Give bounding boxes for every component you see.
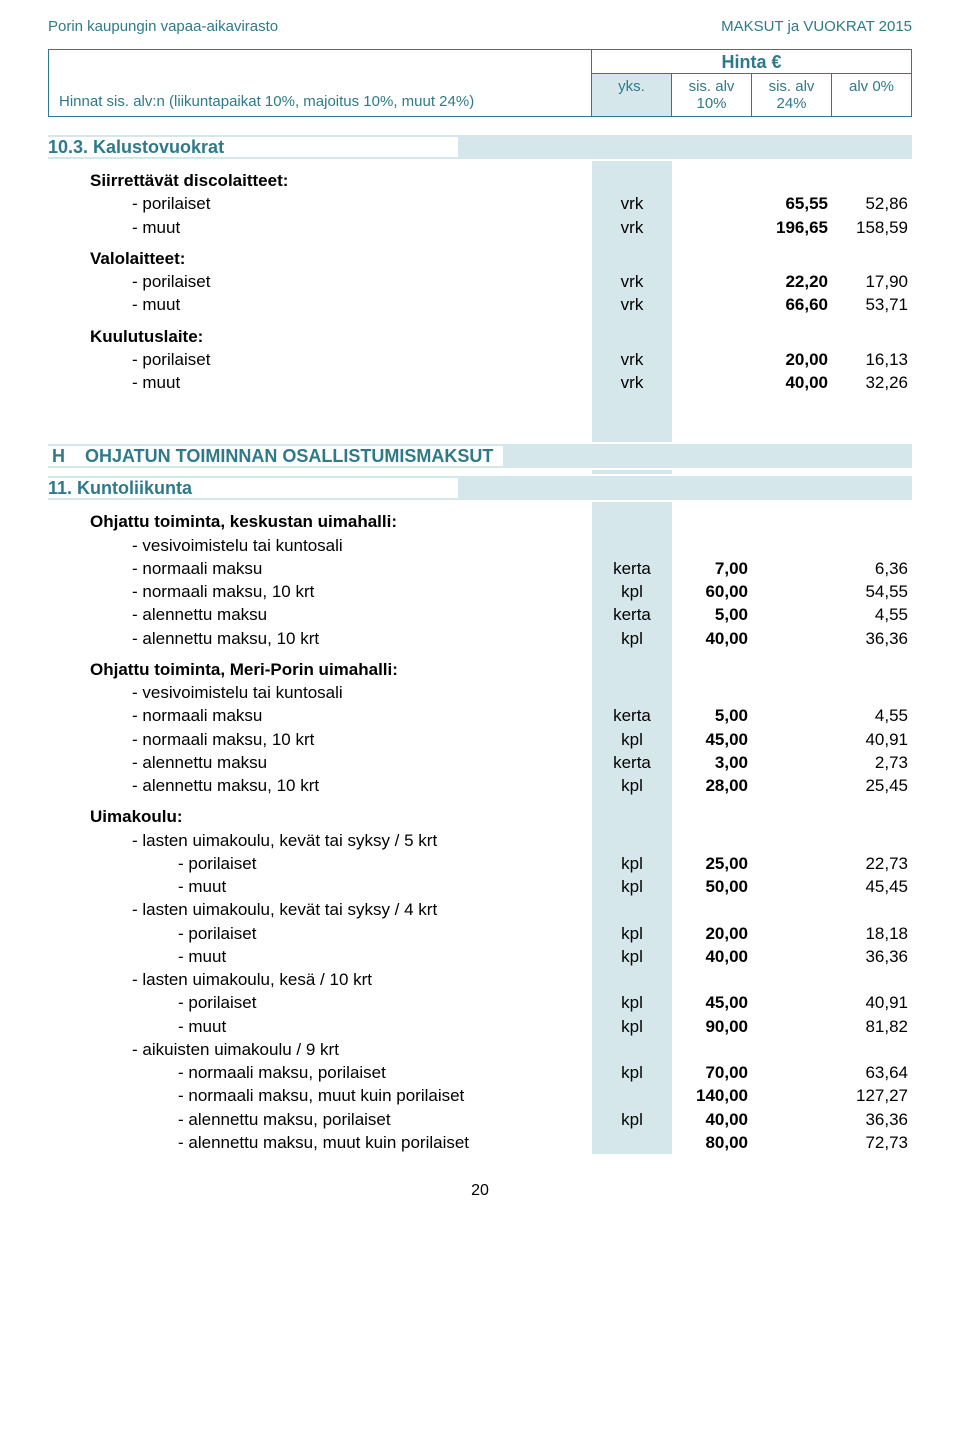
table-row: - porilaisetvrk22,2017,90 <box>48 270 912 293</box>
table-row: - alennettu maksukerta5,004,55 <box>48 603 912 626</box>
table-row: - porilaisetvrk65,5552,86 <box>48 192 912 215</box>
table-row: Ohjattu toiminta, Meri-Porin uimahalli: <box>48 658 912 681</box>
table-row: Kuulutuslaite: <box>48 325 912 348</box>
band-kunto-label: 11. Kuntoliikunta <box>48 478 458 498</box>
price-header: Hinnat sis. alv:n (liikuntapaikat 10%, m… <box>48 49 912 117</box>
table-row: - muutvrk40,0032,26 <box>48 371 912 394</box>
table-row: - muutvrk66,6053,71 <box>48 293 912 316</box>
table-row: - porilaisetkpl20,0018,18 <box>48 922 912 945</box>
table-row: - porilaisetkpl25,0022,73 <box>48 852 912 875</box>
table-row: - normaali maksu, 10 krtkpl45,0040,91 <box>48 728 912 751</box>
table-row: - muutkpl90,0081,82 <box>48 1015 912 1038</box>
price-header-note: Hinnat sis. alv:n (liikuntapaikat 10%, m… <box>49 50 591 116</box>
band-kalustovuokrat: 10.3. Kalustovuokrat <box>48 135 912 159</box>
kalusto-table: Siirrettävät discolaitteet: - porilaiset… <box>48 161 912 442</box>
band-kalustovuokrat-label: 10.3. Kalustovuokrat <box>48 137 458 157</box>
table-row: - muutkpl50,0045,45 <box>48 875 912 898</box>
table-row: - alennettu maksukerta3,002,73 <box>48 751 912 774</box>
table-row: - lasten uimakoulu, kevät tai syksy / 4 … <box>48 898 912 921</box>
doc-header: Porin kaupungin vapaa-aikavirasto MAKSUT… <box>48 18 912 35</box>
band-ohjatun: H OHJATUN TOIMINNAN OSALLISTUMISMAKSUT <box>48 444 912 468</box>
table-row: - normaali maksukerta5,004,55 <box>48 704 912 727</box>
table-row: - lasten uimakoulu, kevät tai syksy / 5 … <box>48 829 912 852</box>
page-number: 20 <box>48 1182 912 1200</box>
header-right: MAKSUT ja VUOKRAT 2015 <box>721 18 912 35</box>
price-title: Hinta € <box>591 50 911 74</box>
table-row: - alennettu maksu, 10 krtkpl40,0036,36 <box>48 627 912 650</box>
col-alv10: sis. alv 10% <box>671 74 751 116</box>
table-row: - muutvrk196,65158,59 <box>48 216 912 239</box>
table-row: Uimakoulu: <box>48 805 912 828</box>
col-yks: yks. <box>591 74 671 116</box>
table-row: - porilaisetvrk20,0016,13 <box>48 348 912 371</box>
table-row: Siirrettävät discolaitteet: <box>48 169 912 192</box>
table-row: - normaali maksu, porilaisetkpl70,0063,6… <box>48 1061 912 1084</box>
band-kunto: 11. Kuntoliikunta <box>48 476 912 500</box>
header-left: Porin kaupungin vapaa-aikavirasto <box>48 18 278 35</box>
table-row: - normaali maksukerta7,006,36 <box>48 557 912 580</box>
table-row: - alennettu maksu, muut kuin porilaiset8… <box>48 1131 912 1154</box>
table-row: Valolaitteet: <box>48 247 912 270</box>
table-row: - muutkpl40,0036,36 <box>48 945 912 968</box>
kunto-table: Ohjattu toiminta, keskustan uimahalli: -… <box>48 502 912 1154</box>
table-row: - normaali maksu, 10 krtkpl60,0054,55 <box>48 580 912 603</box>
table-row: Ohjattu toiminta, keskustan uimahalli: <box>48 510 912 533</box>
col-alv0: alv 0% <box>831 74 911 116</box>
table-row: - vesivoimistelu tai kuntosali <box>48 681 912 704</box>
band-ohjatun-label: H OHJATUN TOIMINNAN OSALLISTUMISMAKSUT <box>48 446 503 466</box>
table-row: - porilaisetkpl45,0040,91 <box>48 991 912 1014</box>
table-row: - aikuisten uimakoulu / 9 krt <box>48 1038 912 1061</box>
col-alv24: sis. alv 24% <box>751 74 831 116</box>
table-row: - vesivoimistelu tai kuntosali <box>48 534 912 557</box>
table-row: - normaali maksu, muut kuin porilaiset14… <box>48 1084 912 1107</box>
table-row: - alennettu maksu, porilaisetkpl40,0036,… <box>48 1108 912 1131</box>
table-row: - lasten uimakoulu, kesä / 10 krt <box>48 968 912 991</box>
table-row: - alennettu maksu, 10 krtkpl28,0025,45 <box>48 774 912 797</box>
